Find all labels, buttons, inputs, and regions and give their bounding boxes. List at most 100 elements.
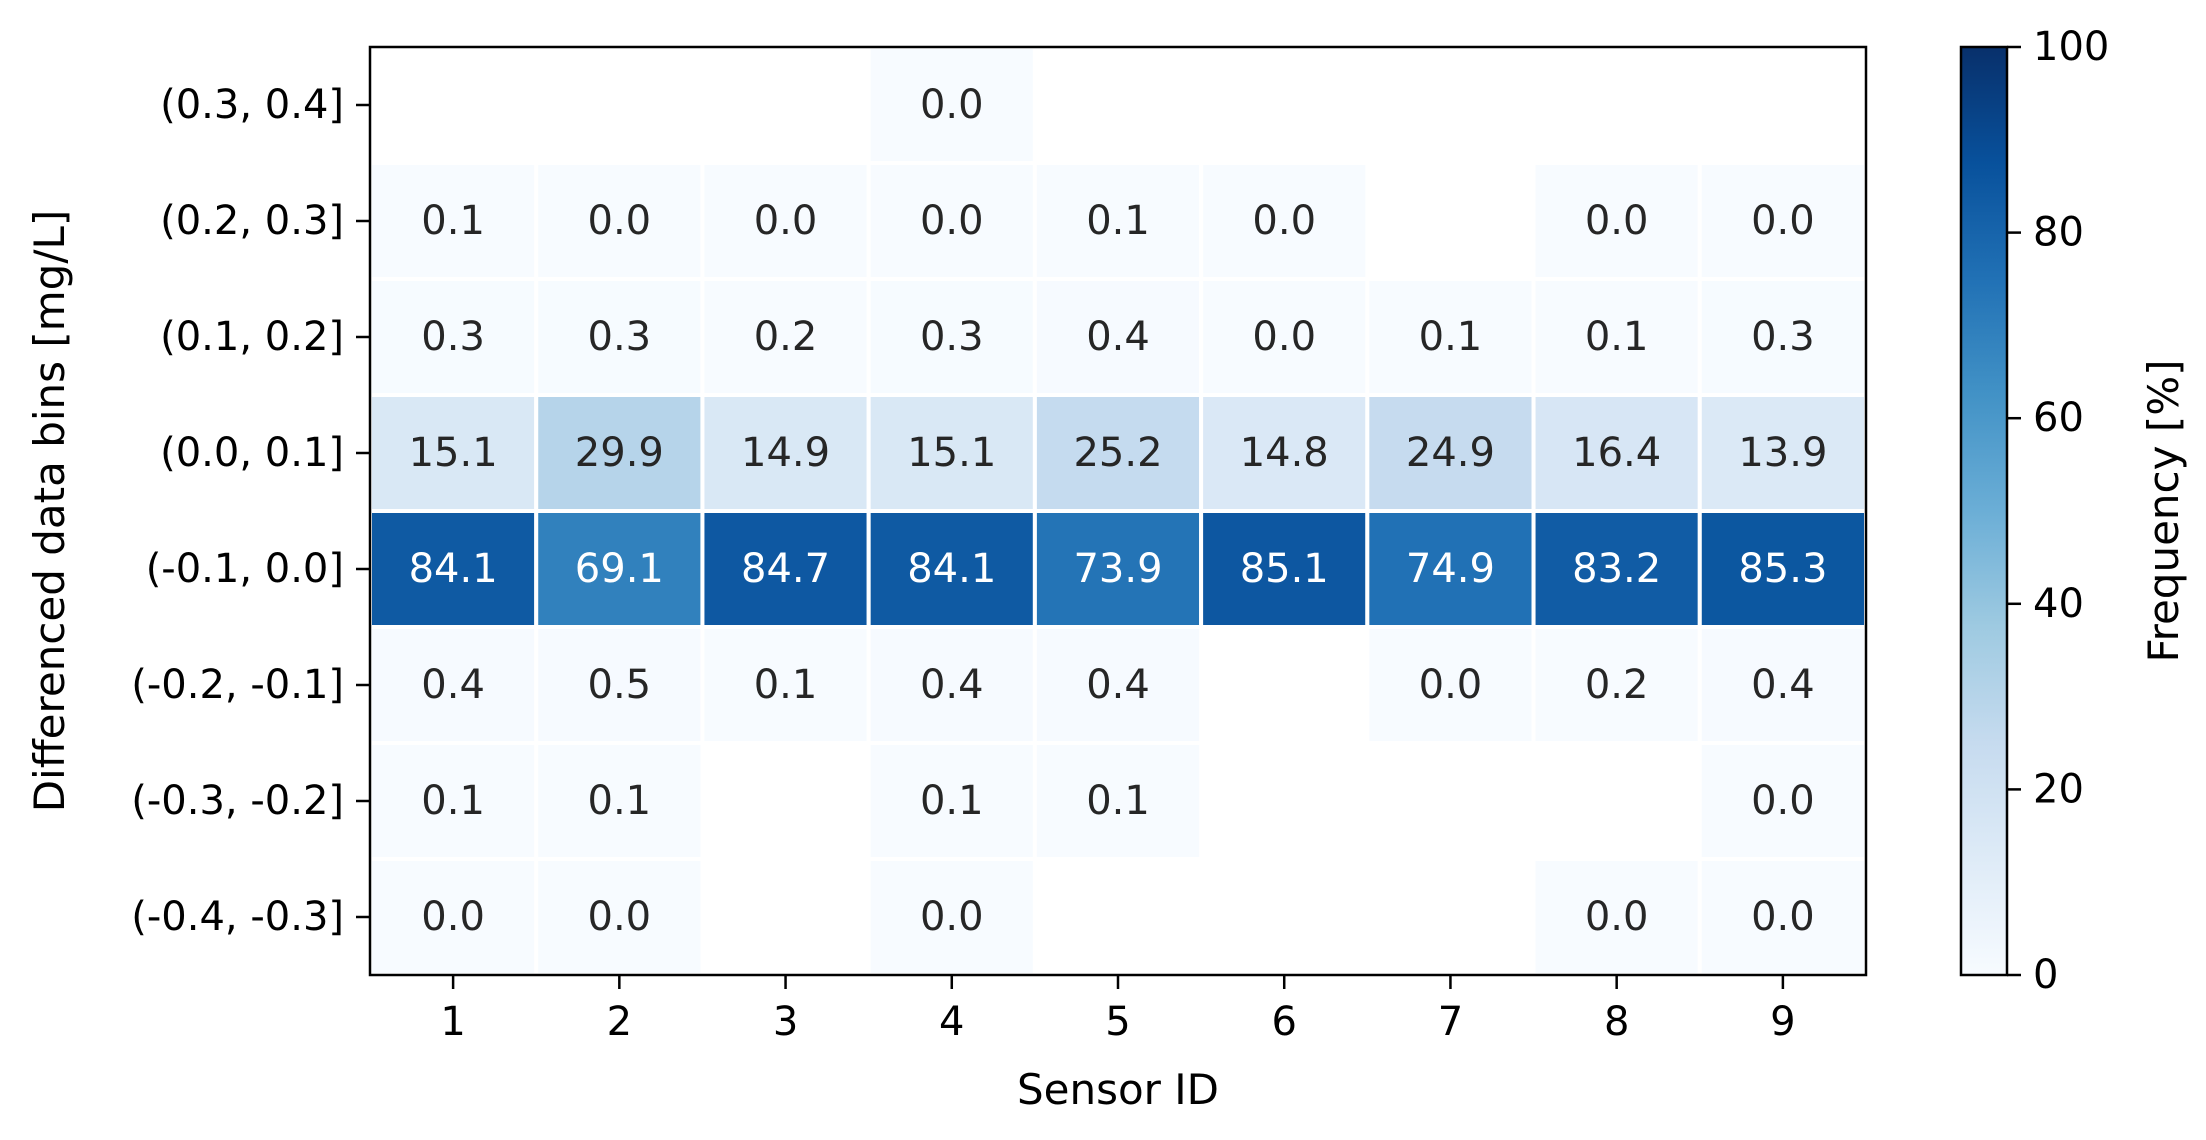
cell-value-label: 0.2 <box>1585 662 1649 708</box>
heatmap-cell <box>1697 277 1869 397</box>
x-tick-label: 2 <box>607 999 632 1045</box>
x-tick-label: 5 <box>1105 999 1130 1045</box>
heatmap-cell <box>866 857 1037 977</box>
x-tick-label: 7 <box>1438 999 1463 1045</box>
y-tick-label: (0.0, 0.1] <box>160 430 344 476</box>
cell-value-label: 84.1 <box>907 546 996 592</box>
cell-value-label: 83.2 <box>1572 546 1661 592</box>
heatmap-cell <box>368 625 539 745</box>
x-tick-label: 8 <box>1604 999 1629 1045</box>
cell-value-label: 84.1 <box>409 546 498 592</box>
cell-value-label: 0.0 <box>588 198 652 244</box>
y-axis: (0.3, 0.4] (0.2, 0.3] (0.1, 0.2] (0.0, 0.1]… <box>131 82 370 940</box>
cell-value-label: 85.1 <box>1240 546 1329 592</box>
cell-value-label: 0.1 <box>1585 314 1649 360</box>
y-tick-label: (0.3, 0.4] <box>160 82 344 128</box>
cell-value-label: 0.5 <box>588 662 652 708</box>
cell-value-label: 16.4 <box>1572 430 1661 476</box>
cell-value-label: 15.1 <box>409 430 498 476</box>
cell-value-label: 0.0 <box>1585 198 1649 244</box>
heatmap-cell <box>1697 857 1869 977</box>
cell-value-label: 0.0 <box>920 894 984 940</box>
heatmap-cell <box>866 741 1037 861</box>
heatmap-cell <box>534 509 705 629</box>
colorbar-ticks: 0 20 40 60 80 100 <box>2007 24 2109 998</box>
cell-value-label: 0.1 <box>1419 314 1483 360</box>
y-tick-label: (0.2, 0.3] <box>160 198 344 244</box>
heatmap-cell <box>368 741 539 861</box>
colorbar-frame <box>1959 45 2009 977</box>
heatmap-cell <box>368 393 539 513</box>
x-tick-label: 4 <box>939 999 964 1045</box>
heatmap-cell <box>866 509 1037 629</box>
heatmap-cell <box>700 393 871 513</box>
cell-value-label: 0.0 <box>1252 314 1316 360</box>
y-axis-title: Differenced data bins [mg/L] <box>25 210 74 813</box>
colorbar-tick-label: 0 <box>2033 952 2058 998</box>
heatmap-cell <box>1032 161 1204 281</box>
cell-value-label: 69.1 <box>575 546 664 592</box>
cell-value-label: 0.0 <box>1751 778 1815 824</box>
cell-value-label: 0.4 <box>1086 662 1150 708</box>
cell-value-label: 29.9 <box>575 430 664 476</box>
cell-value-label: 0.0 <box>754 198 818 244</box>
x-axis-title: Sensor ID <box>1017 1065 1219 1114</box>
heatmap-cell <box>1531 161 1702 281</box>
heatmap-cell <box>1697 509 1869 629</box>
y-tick-label: (-0.4, -0.3] <box>131 894 344 940</box>
colorbar: 0 20 40 60 80 100 Frequency [%] <box>1959 24 2188 998</box>
cell-value-label: 84.7 <box>741 546 830 592</box>
cell-labels: 0.0 0.1 0.0 0.0 0.0 0.1 0.0 0.0 0.0 0.3 0.3 0.2 0.3 0… <box>409 82 1828 940</box>
cell-value-label: 0.1 <box>421 198 485 244</box>
cell-value-label: 0.2 <box>754 314 818 360</box>
colorbar-tick-label: 40 <box>2033 581 2084 627</box>
heatmap-cell <box>866 393 1037 513</box>
cell-value-label: 0.4 <box>920 662 984 708</box>
cell-value-label: 0.1 <box>1086 198 1150 244</box>
heatmap-cell <box>866 45 1037 165</box>
colorbar-label: Frequency [%] <box>2139 359 2188 662</box>
cell-value-label: 0.4 <box>1086 314 1150 360</box>
cell-value-label: 0.0 <box>1585 894 1649 940</box>
cell-value-label: 0.0 <box>421 894 485 940</box>
cell-value-label: 0.0 <box>1751 894 1815 940</box>
heatmap-cell <box>1032 393 1204 513</box>
x-axis: 1 2 3 4 5 6 7 8 9 <box>440 975 1796 1045</box>
colorbar-tick-label: 60 <box>2033 395 2084 441</box>
cell-value-label: 0.3 <box>421 314 485 360</box>
heatmap-cell <box>534 857 705 977</box>
colorbar-gradient <box>1961 47 2007 975</box>
cell-value-label: 0.0 <box>920 198 984 244</box>
x-tick-label: 3 <box>773 999 798 1045</box>
cell-value-label: 0.1 <box>754 662 818 708</box>
cell-value-label: 0.0 <box>1252 198 1316 244</box>
x-tick-label: 1 <box>440 999 465 1045</box>
y-tick-label: (-0.2, -0.1] <box>131 662 344 708</box>
cell-value-label: 0.1 <box>588 778 652 824</box>
cell-value-label: 85.3 <box>1738 546 1827 592</box>
heatmap-cell <box>534 393 705 513</box>
heatmap-cell <box>1365 625 1536 745</box>
cell-value-label: 24.9 <box>1406 430 1495 476</box>
cell-value-label: 0.1 <box>421 778 485 824</box>
cell-value-label: 0.1 <box>1086 778 1150 824</box>
cell-value-label: 13.9 <box>1738 430 1827 476</box>
cell-value-label: 0.3 <box>920 314 984 360</box>
y-tick-label: (0.1, 0.2] <box>160 314 344 360</box>
cell-value-label: 74.9 <box>1406 546 1495 592</box>
cell-value-label: 25.2 <box>1073 430 1162 476</box>
cell-value-label: 73.9 <box>1073 546 1162 592</box>
cell-value-label: 0.1 <box>920 778 984 824</box>
x-tick-label: 9 <box>1770 999 1795 1045</box>
cell-value-label: 14.8 <box>1240 430 1329 476</box>
heatmap-cell <box>534 741 705 861</box>
heatmap-cell <box>1032 277 1204 397</box>
cell-value-label: 0.4 <box>1751 662 1815 708</box>
cell-value-label: 0.0 <box>588 894 652 940</box>
heatmap-cell <box>1365 277 1536 397</box>
heatmap-cell <box>368 161 539 281</box>
heatmap-cell <box>1531 277 1702 397</box>
cell-value-label: 15.1 <box>907 430 996 476</box>
cell-value-label: 0.3 <box>1751 314 1815 360</box>
